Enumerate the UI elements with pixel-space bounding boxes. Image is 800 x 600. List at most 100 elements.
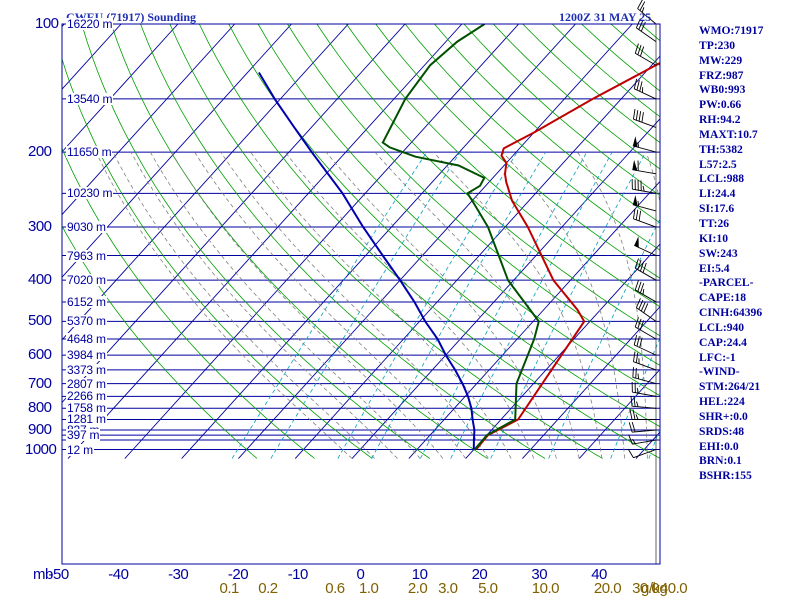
mixing-ratio-tick-label: 0.6: [325, 580, 345, 597]
pressure-tick-label: 100: [35, 15, 59, 32]
isotherm-line: [124, 24, 520, 459]
dry-adiabat-line: [62, 57, 373, 459]
wind-barb: [632, 367, 657, 385]
chart-series: [258, 24, 660, 451]
chart-title-right: 1200Z 31 MAY 25: [559, 10, 652, 24]
moist-adiabat-line: [112, 151, 375, 459]
height-label: 2807 m: [66, 376, 107, 391]
height-label: 3373 m: [66, 362, 107, 377]
moist-adiabat-line: [95, 151, 353, 459]
stat-line: LCL:940: [699, 320, 745, 334]
isotherm-line: [67, 24, 463, 459]
moist-adiabat-line: [194, 151, 466, 459]
height-label: 9030 m: [66, 220, 107, 234]
stat-line: HEL:224: [699, 395, 745, 409]
temperature-tick-label: -30: [168, 566, 189, 583]
pressure-tick-label: 200: [28, 143, 52, 161]
mixing-ratio-line: [490, 151, 647, 459]
sounding-line: [258, 71, 476, 450]
mixing-ratio-tick-label: 2.0: [407, 580, 428, 597]
wind-barb: [634, 236, 657, 256]
pressure-tick-label: 600: [28, 346, 52, 364]
wind-barb: [637, 0, 657, 25]
isotherm-line: [62, 24, 292, 278]
mixing-ratio-tick-label: 40.0: [659, 580, 688, 597]
stat-line: KI:10: [699, 231, 728, 245]
wind-barb: [629, 409, 656, 420]
mixing-ratio-tick-label: 10.0: [531, 580, 560, 597]
dry-adiabat-line: [287, 24, 660, 366]
height-label: 16220 m: [66, 17, 114, 31]
wind-barb: [634, 317, 657, 340]
dry-adiabat-line: [81, 24, 431, 459]
height-label: 11650 m: [66, 145, 113, 160]
moist-adiabat-line: [130, 151, 398, 459]
wind-barb: [632, 195, 657, 212]
dry-adiabat-line: [404, 24, 660, 251]
moist-adiabat-line: [325, 151, 557, 459]
temperature-tick-label: 10: [411, 566, 428, 583]
temperature-tick-label: -40: [108, 566, 129, 583]
height-label: 6152 m: [66, 294, 107, 309]
wind-barb: [635, 298, 657, 322]
wind-barbs: [627, 0, 657, 564]
wind-barb: [627, 448, 657, 459]
wind-barb: [628, 434, 657, 445]
stat-line: -WIND-: [699, 365, 740, 379]
height-label: 10230 m: [66, 186, 114, 201]
stat-line: SI:17.6: [699, 202, 735, 216]
stats-panel: WMO:71917 TP:230 MW:229 FRZ:987 WB0:993 PW:0.…: [699, 24, 799, 484]
dry-adiabat-line: [62, 225, 258, 459]
stat-line: PW:0.66: [699, 98, 742, 112]
moist-adiabat-line: [433, 151, 603, 459]
stat-line: L57:2.5: [699, 157, 737, 171]
wind-barb: [633, 351, 657, 371]
stat-line: BSHR:155: [699, 469, 752, 483]
moist-adiabat-line: [149, 151, 421, 459]
wind-barb: [630, 395, 657, 409]
mixing-ratio-line: [648, 427, 660, 459]
stat-line: SW:243: [699, 246, 738, 260]
dry-adiabat-line: [62, 147, 315, 459]
wind-barb: [634, 43, 657, 66]
stat-line: EHI:0.0: [699, 439, 739, 453]
wind-barb: [632, 136, 657, 153]
dry-adiabat-line: [228, 24, 660, 428]
pressure-tick-label: 400: [28, 271, 52, 289]
dry-adiabat-line: [169, 24, 603, 459]
mixing-ratio-tick-label: 0.2: [258, 580, 278, 597]
pressure-tick-label: 300: [28, 218, 52, 235]
temperature-tick-label: -50: [48, 566, 70, 583]
stat-line: LCL:988: [699, 172, 745, 186]
stat-line: STM:264/21: [699, 380, 761, 394]
stat-line: CAPE:18: [699, 291, 747, 305]
stat-line: CINH:64396: [699, 306, 763, 320]
mixing-ratio-line: [548, 218, 660, 459]
stat-line: FRZ:987: [699, 68, 744, 82]
mixing-ratio-line: [231, 151, 428, 459]
dry-adiabat-line: [110, 24, 488, 459]
height-label: 7963 m: [66, 248, 107, 263]
wind-barb: [632, 159, 657, 175]
stat-line: TP:230: [699, 38, 736, 52]
height-label: 13540 m: [66, 91, 114, 106]
wind-barb: [633, 109, 657, 128]
pressure-tick-label: 500: [28, 312, 52, 330]
wind-barb: [633, 78, 657, 100]
temperature-tick-label: -10: [287, 566, 309, 583]
isotherm-line: [578, 368, 660, 459]
mixing-ratio-line: [371, 151, 547, 459]
stat-line: EI:5.4: [699, 261, 730, 275]
isotherm-line: [0, 24, 8, 459]
mixing-ratio-tick-label: 3.0: [438, 580, 458, 597]
temperature-tick-label: 20: [471, 566, 488, 583]
isotherm-line: [62, 24, 349, 341]
stat-line: BRN:0.1: [699, 454, 742, 468]
dry-adiabat-line: [140, 24, 546, 459]
dry-adiabat-line: [434, 24, 660, 224]
mixing-ratio-tick-label: 1.0: [359, 580, 379, 597]
mixing-ratio-line: [420, 151, 588, 459]
stat-line: RH:94.2: [699, 113, 741, 127]
isotherm-line: [181, 24, 576, 459]
wind-barb: [631, 178, 657, 194]
